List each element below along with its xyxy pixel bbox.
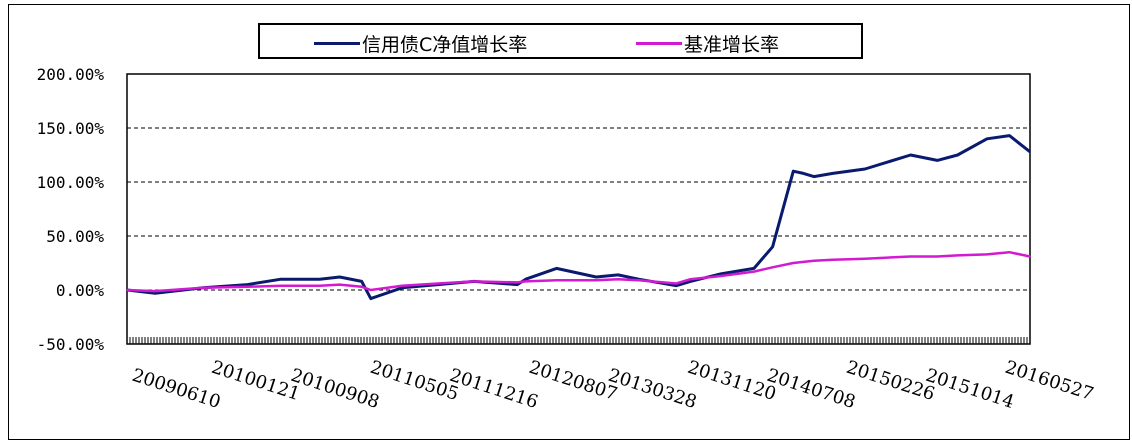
series-1-point	[280, 278, 282, 281]
x-tick-label: 20130328	[606, 365, 700, 413]
series-2-point	[909, 255, 912, 258]
series-1-point	[595, 276, 597, 278]
series-2-point	[832, 258, 834, 261]
y-tick-label: 100.00%	[37, 173, 105, 192]
series-1-point	[338, 276, 341, 278]
x-tick-labels: 2009061020100121201009082011050520111216…	[129, 357, 1096, 413]
series-1-point	[401, 287, 403, 289]
series-1-point	[617, 274, 619, 276]
series-2-point	[338, 283, 341, 286]
legend: 信用债C净值增长率 基准增长率	[258, 23, 863, 59]
series-2-point	[771, 266, 774, 269]
x-tick-label: 20160527	[1002, 357, 1096, 405]
series-1-point	[864, 168, 866, 170]
grid-lines	[127, 127, 1030, 291]
y-tick-label: 50.00%	[46, 227, 104, 246]
series-2-point	[370, 289, 372, 291]
series-2-point	[617, 278, 619, 281]
series-1-point	[909, 154, 912, 156]
series-1-point	[689, 280, 692, 283]
series-2-point	[246, 285, 249, 288]
x-tick-label: 20100908	[288, 365, 382, 413]
series-2-point	[802, 261, 805, 263]
series-2-point	[555, 279, 558, 282]
x-tick-label: 20140708	[764, 365, 858, 413]
x-tick-label: 20151014	[923, 365, 1017, 413]
series-lines	[126, 134, 1031, 301]
series-1-point	[154, 292, 156, 295]
series-2-point	[1008, 251, 1011, 253]
series-2-point	[637, 279, 640, 282]
series-1-point	[370, 297, 372, 300]
series-1-point	[956, 154, 959, 156]
series-2-point	[1029, 255, 1031, 258]
series-2-point	[154, 290, 156, 292]
series-1-point	[360, 280, 363, 283]
x-tick-label: 20111216	[447, 365, 541, 413]
series-1-point	[1029, 150, 1031, 153]
series-2-point	[792, 262, 795, 264]
y-tick-label: -50.00%	[37, 335, 105, 354]
series-1-point	[675, 284, 678, 287]
series-2-point	[864, 257, 866, 260]
axes	[126, 73, 1031, 345]
series-1-point	[792, 170, 795, 172]
legend-swatch-series-2	[636, 42, 682, 45]
series-1-point	[516, 283, 519, 286]
series-2-point	[524, 280, 527, 283]
series-2-point	[753, 270, 755, 273]
series-1-point	[813, 175, 815, 178]
series-1-point	[832, 172, 834, 175]
series-2-point	[401, 284, 403, 287]
series-2-point	[473, 280, 475, 283]
series-1-point	[524, 278, 527, 281]
series-1-point	[246, 283, 249, 286]
series-2-point	[516, 281, 519, 284]
legend-label-series-2: 基准增长率	[684, 34, 780, 56]
series-1-point	[753, 267, 755, 270]
series-1-point	[720, 273, 722, 275]
legend-swatch-series-1	[314, 42, 360, 45]
series-2-point	[202, 287, 204, 289]
series-2-point	[126, 289, 128, 291]
series-2-point	[318, 284, 321, 287]
series-1-point	[555, 267, 558, 270]
series-2-point	[986, 253, 988, 256]
y-tick-labels: 200.00% 150.00% 100.00% 50.00% 0.00% -50.00%	[37, 65, 105, 354]
series-1-point	[802, 172, 805, 175]
legend-item-series-1: 信用债C净值增长率	[314, 30, 527, 57]
y-tick-label: 0.00%	[56, 281, 105, 300]
series-1-point	[986, 138, 988, 140]
series-2-point	[813, 260, 815, 262]
series-1-point	[936, 159, 939, 162]
y-tick-label: 200.00%	[37, 65, 105, 84]
series-2-point	[595, 279, 597, 282]
series-2-point	[360, 285, 363, 288]
series-2-point	[689, 278, 692, 281]
series-2-point	[720, 275, 722, 277]
series-2-point	[675, 282, 678, 285]
series-line-1	[126, 134, 1031, 301]
series-2-point	[280, 284, 282, 287]
series-2-point	[956, 254, 959, 257]
plot-area-border	[126, 73, 1031, 345]
series-1-point	[318, 278, 321, 281]
series-1-point	[1008, 134, 1011, 137]
legend-item-series-2: 基准增长率	[636, 30, 779, 57]
legend-label-series-1: 信用债C净值增长率	[362, 34, 528, 56]
series-line-2	[126, 250, 1031, 293]
series-2-point	[936, 255, 939, 258]
chart-frame	[8, 4, 1130, 440]
series-2-point	[437, 282, 439, 285]
series-1-point	[771, 246, 774, 248]
x-tick-label: 20090610	[129, 365, 223, 413]
y-tick-label: 150.00%	[37, 119, 105, 138]
